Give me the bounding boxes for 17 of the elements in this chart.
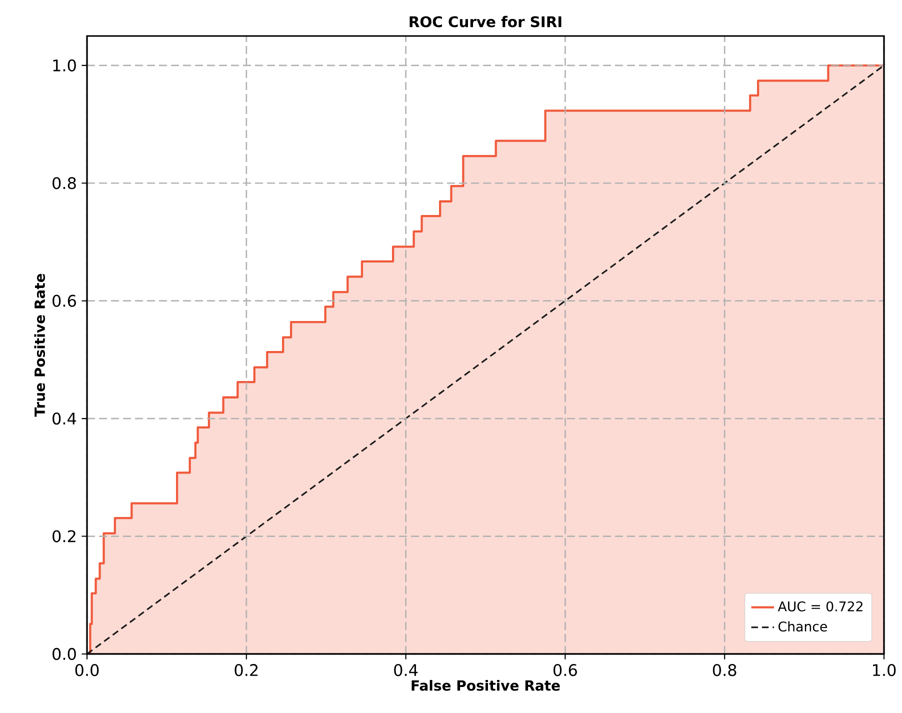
x-tick-label: 0.0 — [75, 664, 99, 676]
chart-title: ROC Curve for SIRI — [410, 16, 562, 28]
x-tick-label: 1.0 — [873, 664, 896, 676]
y-tick-label: 1.0 — [53, 59, 76, 72]
x-tick-label: 0.4 — [394, 664, 418, 676]
y-tick-label: 0.8 — [52, 177, 76, 190]
y-tick-label: 0.0 — [52, 648, 76, 660]
legend-label: AUC = 0.722 — [778, 601, 862, 612]
y-tick-label: 0.6 — [52, 294, 76, 307]
legend-label: Chance — [778, 621, 827, 632]
x-tick-label: 0.8 — [712, 664, 736, 676]
x-tick-label: 0.6 — [554, 664, 577, 676]
y-tick-label: 0.2 — [52, 530, 76, 542]
x-axis-title: False Positive Rate — [412, 680, 560, 691]
x-tick-label: 0.2 — [234, 664, 258, 676]
y-axis-title: True Positive Rate — [34, 274, 46, 417]
y-tick-label: 0.4 — [52, 412, 76, 425]
